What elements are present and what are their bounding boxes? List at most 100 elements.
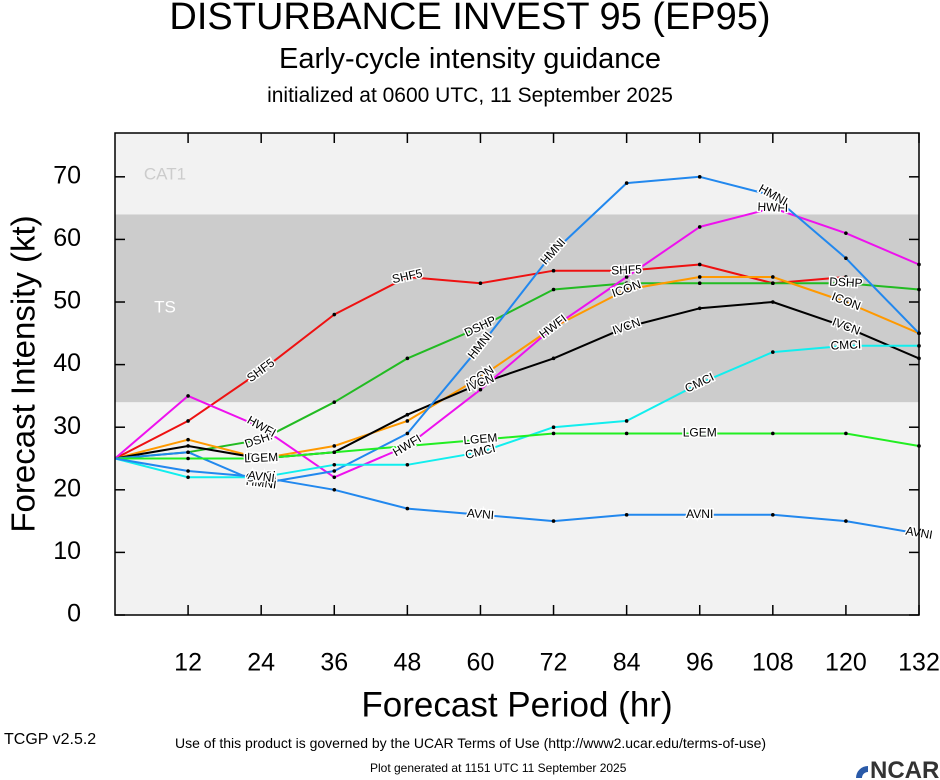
data-point-lgem	[478, 437, 483, 442]
x-tick-label: 84	[613, 649, 641, 677]
chart-title: DISTURBANCE INVEST 95 (EP95)	[169, 0, 771, 38]
data-point-lgem	[405, 444, 410, 448]
data-point-avni	[697, 513, 702, 517]
y-tick-label: 40	[53, 349, 81, 377]
data-point-dshp	[771, 281, 775, 286]
data-point-cmci	[186, 475, 190, 480]
series-line-cmci	[114, 344, 919, 479]
generated-timestamp: Plot generated at 1151 UTC 11 September …	[370, 761, 627, 775]
data-point-icon	[624, 287, 629, 292]
series-label-cmci: CMCI	[245, 468, 277, 485]
data-point-dshp	[405, 356, 410, 361]
data-point-icon	[478, 375, 483, 379]
series-line-avni	[114, 457, 920, 535]
data-point-hwfi	[624, 275, 629, 279]
init-time: initialized at 0600 UTC, 11 September 20…	[267, 84, 673, 107]
data-point-dshp	[551, 287, 556, 292]
data-point-hwfi	[844, 231, 848, 235]
y-tick-label: 0	[67, 600, 81, 628]
data-point-hwfi	[551, 325, 556, 329]
data-point-avni	[771, 513, 775, 517]
series-label-hwfi: HWFI	[757, 200, 788, 215]
x-tick-label: 96	[686, 649, 714, 677]
data-point-cmci	[478, 450, 483, 455]
plot-frame	[114, 132, 920, 616]
data-point-shf5	[697, 262, 702, 267]
version-label: TCGP v2.5.2	[4, 731, 97, 748]
data-point-shf5	[186, 419, 190, 423]
data-point-hmni	[697, 175, 702, 179]
data-point-icon	[697, 275, 702, 279]
x-tick-label: 60	[467, 649, 495, 677]
data-point-shf5	[405, 275, 410, 279]
data-point-lgem	[186, 456, 190, 461]
series-line-dshp	[114, 282, 920, 460]
data-point-shf5	[844, 275, 848, 279]
chart-subtitle: Early-cycle intensity guidance	[278, 43, 661, 75]
data-point-cmci	[771, 350, 775, 354]
data-point-dshp	[844, 281, 848, 286]
data-point-dshp	[332, 400, 337, 404]
data-point-cmci	[624, 419, 629, 423]
data-point-ivcn	[186, 444, 190, 448]
data-point-ivcn	[405, 412, 410, 417]
data-point-avni	[478, 513, 483, 517]
x-tick-label: 108	[752, 649, 794, 677]
y-tick-label: 70	[53, 161, 81, 189]
data-point-avni	[551, 519, 556, 523]
data-point-hmni	[771, 193, 775, 198]
data-point-icon	[405, 419, 410, 423]
band-cat1	[115, 133, 919, 215]
data-point-shf5	[259, 369, 263, 373]
x-tick-label: 24	[247, 649, 275, 677]
terms-of-use: Use of this product is governed by the U…	[175, 735, 767, 751]
y-axis-title: Forecast Intensity (kt)	[5, 215, 42, 532]
x-tick-label: 132	[898, 649, 940, 677]
data-point-avni	[844, 519, 848, 523]
data-point-ivcn	[697, 306, 702, 311]
x-tick-label: 72	[540, 649, 568, 677]
series-label-avni: AVNI	[247, 468, 276, 485]
data-point-hmni	[259, 481, 263, 486]
series-label-shf5: SHF5	[611, 262, 643, 277]
data-point-hwfi	[259, 425, 263, 430]
data-point-icon	[844, 300, 848, 304]
data-point-cmci	[405, 462, 410, 467]
data-point-hmni	[624, 181, 629, 185]
x-tick-label: 48	[393, 649, 421, 677]
series-label-avni: AVNI	[466, 506, 494, 522]
data-point-ivcn	[771, 300, 775, 304]
series-label-lgem: LGEM	[683, 426, 717, 440]
data-point-dshp	[259, 437, 263, 442]
y-tick-label: 20	[53, 474, 81, 502]
series-label-lgem: LGEM	[463, 430, 498, 447]
band-label-cat1: CAT1	[144, 164, 186, 183]
data-point-cmci	[551, 425, 556, 430]
series-line-hwfi	[114, 207, 920, 479]
data-point-hmni	[332, 469, 337, 473]
data-point-lgem	[771, 431, 775, 436]
data-point-hwfi	[186, 394, 190, 398]
data-point-hwfi	[697, 225, 702, 229]
logo-text: NCAR	[870, 757, 939, 780]
data-point-shf5	[551, 268, 556, 273]
series-label-lgem: LGEM	[244, 450, 279, 465]
data-point-avni	[259, 475, 263, 480]
data-point-icon	[186, 437, 190, 442]
data-point-dshp	[697, 281, 702, 286]
data-point-icon	[771, 275, 775, 279]
data-point-hmni	[551, 250, 556, 254]
data-point-shf5	[332, 312, 337, 317]
data-point-dshp	[478, 325, 483, 329]
data-point-cmci	[332, 462, 337, 467]
series-line-lgem	[115, 432, 920, 460]
y-tick-label: 30	[53, 412, 81, 440]
data-point-ivcn	[551, 356, 556, 361]
x-tick-label: 120	[825, 649, 867, 677]
y-tick-label: 50	[53, 287, 81, 315]
data-point-shf5	[624, 268, 629, 273]
y-tick-label: 60	[53, 224, 81, 252]
series-label-hmni: HMNI	[245, 474, 277, 492]
data-point-cmci	[697, 381, 702, 386]
